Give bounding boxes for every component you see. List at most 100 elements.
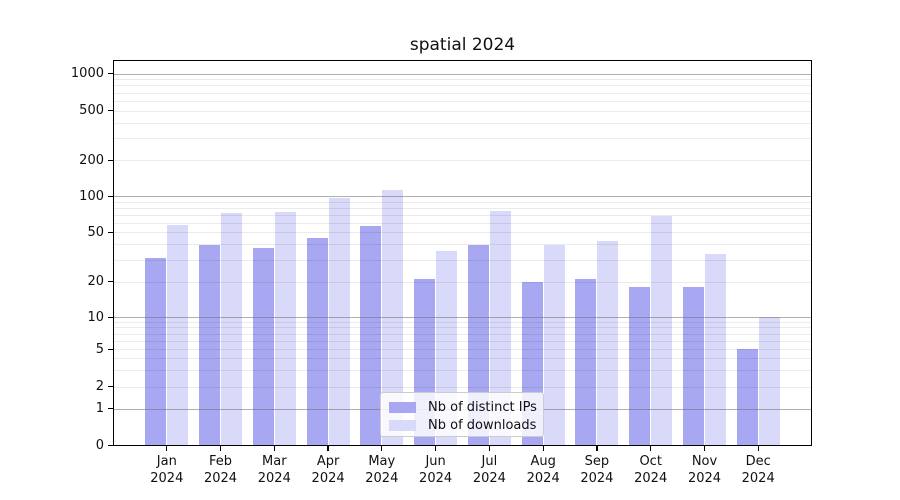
bar-downloads — [705, 254, 726, 445]
x-axis-tick-mark — [434, 446, 437, 451]
gridline-minor — [114, 207, 811, 209]
bar-downloads — [651, 216, 673, 445]
x-axis-tick-label: Mar 2024 — [257, 454, 291, 486]
x-axis-tick-label: May 2024 — [365, 454, 399, 486]
gridline-minor — [114, 327, 811, 329]
x-axis-tick-label: Dec 2024 — [741, 454, 775, 486]
x-axis-tick-label: Oct 2024 — [634, 454, 668, 486]
legend-label-distinct-ips: Nb of distinct IPs — [428, 399, 537, 415]
x-axis-tick-mark — [219, 446, 222, 451]
legend-label-downloads: Nb of downloads — [428, 417, 537, 433]
y-axis-tick-label: 500 — [79, 103, 104, 118]
gridline-minor — [114, 349, 811, 350]
y-axis-tick-mark — [108, 110, 113, 112]
bar-downloads — [543, 245, 565, 445]
y-axis-tick-mark — [108, 195, 113, 197]
y-axis-tick-mark — [108, 231, 113, 233]
legend-swatch-distinct-ips — [389, 401, 416, 413]
y-axis-tick-label: 1 — [95, 401, 104, 416]
gridline-minor — [114, 244, 811, 246]
y-axis-tick-label: 200 — [79, 152, 104, 168]
bar-distinct-ips — [683, 286, 704, 445]
x-axis-tick-mark — [166, 446, 168, 451]
x-axis-tick-mark — [488, 446, 491, 451]
bar-downloads — [758, 317, 780, 445]
gridline-major — [114, 196, 811, 197]
x-axis-tick-label: Jun 2024 — [419, 454, 453, 486]
bar-distinct-ips — [252, 248, 274, 445]
bar-downloads — [597, 241, 619, 445]
gridline-minor — [114, 79, 811, 81]
bar-distinct-ips — [736, 349, 758, 445]
gridline-major — [114, 317, 811, 318]
y-axis-tick-label: 5 — [95, 341, 104, 357]
y-axis-tick-mark — [108, 159, 113, 161]
y-axis-tick-label: 100 — [79, 188, 104, 204]
x-axis-tick-label: Feb 2024 — [203, 454, 238, 486]
x-axis-tick-mark — [596, 446, 598, 451]
bar-downloads — [274, 211, 296, 445]
y-axis-tick-mark — [108, 281, 113, 283]
gridline-minor — [114, 85, 811, 87]
y-axis-tick-mark — [108, 73, 113, 75]
gridline-minor — [114, 386, 811, 388]
gridline-minor — [114, 281, 811, 283]
gridline-minor — [114, 222, 811, 224]
gridline-minor — [114, 160, 811, 161]
y-axis-tick-label: 0 — [95, 438, 104, 453]
bar-downloads — [221, 213, 242, 445]
y-axis-tick-mark — [108, 386, 113, 388]
bar-distinct-ips — [306, 237, 328, 445]
y-axis-tick-mark — [108, 408, 113, 410]
gridline-minor — [114, 110, 811, 112]
gridline-minor — [114, 321, 811, 323]
y-axis-tick-label: 50 — [87, 224, 104, 240]
x-axis-tick-mark — [327, 446, 329, 451]
gridline-minor — [114, 138, 811, 140]
x-axis-tick-label: Jul 2024 — [472, 454, 506, 486]
legend-swatch-downloads — [389, 419, 416, 431]
bar-distinct-ips — [145, 257, 167, 445]
y-axis-tick-mark — [108, 445, 113, 447]
x-axis-tick-mark — [542, 446, 544, 451]
gridline-minor — [114, 100, 811, 102]
x-axis-tick-mark — [650, 446, 652, 451]
x-axis-tick-label: Nov 2024 — [687, 454, 722, 486]
x-axis-tick-label: Aug 2024 — [526, 454, 560, 486]
gridline-minor — [114, 340, 811, 342]
bar-downloads — [489, 210, 511, 445]
x-axis-tick-label: Sep 2024 — [580, 454, 614, 486]
x-axis-tick-mark — [273, 446, 275, 451]
gridline-minor — [114, 214, 811, 216]
chart-title: spatial 2024 — [409, 35, 516, 55]
gridline-major — [114, 73, 811, 75]
bar-downloads — [167, 225, 189, 445]
y-axis-tick-label: 2 — [95, 379, 104, 394]
y-axis-tick-mark — [108, 348, 113, 350]
bar-distinct-ips — [360, 226, 382, 445]
y-axis-tick-label: 10 — [87, 309, 104, 325]
x-axis-tick-mark — [381, 446, 383, 451]
legend: Nb of distinct IPs Nb of downloads — [380, 392, 544, 437]
gridline-minor — [114, 122, 811, 124]
gridline-minor — [114, 92, 811, 94]
bar-distinct-ips — [575, 278, 597, 445]
x-axis-tick-mark — [703, 446, 706, 451]
gridline-minor — [114, 358, 811, 360]
bar-distinct-ips — [199, 245, 220, 445]
bar-distinct-ips — [629, 286, 651, 445]
gridline-minor — [114, 369, 811, 371]
gridline-minor — [114, 232, 811, 233]
y-axis-tick-label: 1000 — [70, 66, 104, 81]
gridline-minor — [114, 333, 811, 335]
x-axis-tick-label: Apr 2024 — [311, 454, 345, 486]
gridline-minor — [114, 201, 811, 203]
legend-row-downloads: Nb of downloads — [389, 416, 537, 434]
x-axis-tick-mark — [757, 446, 759, 451]
y-axis-tick-mark — [108, 316, 113, 318]
x-axis-tick-label: Jan 2024 — [150, 454, 184, 486]
legend-row-distinct-ips: Nb of distinct IPs — [389, 398, 537, 416]
gridline-minor — [114, 259, 811, 261]
bar-downloads — [328, 198, 350, 445]
